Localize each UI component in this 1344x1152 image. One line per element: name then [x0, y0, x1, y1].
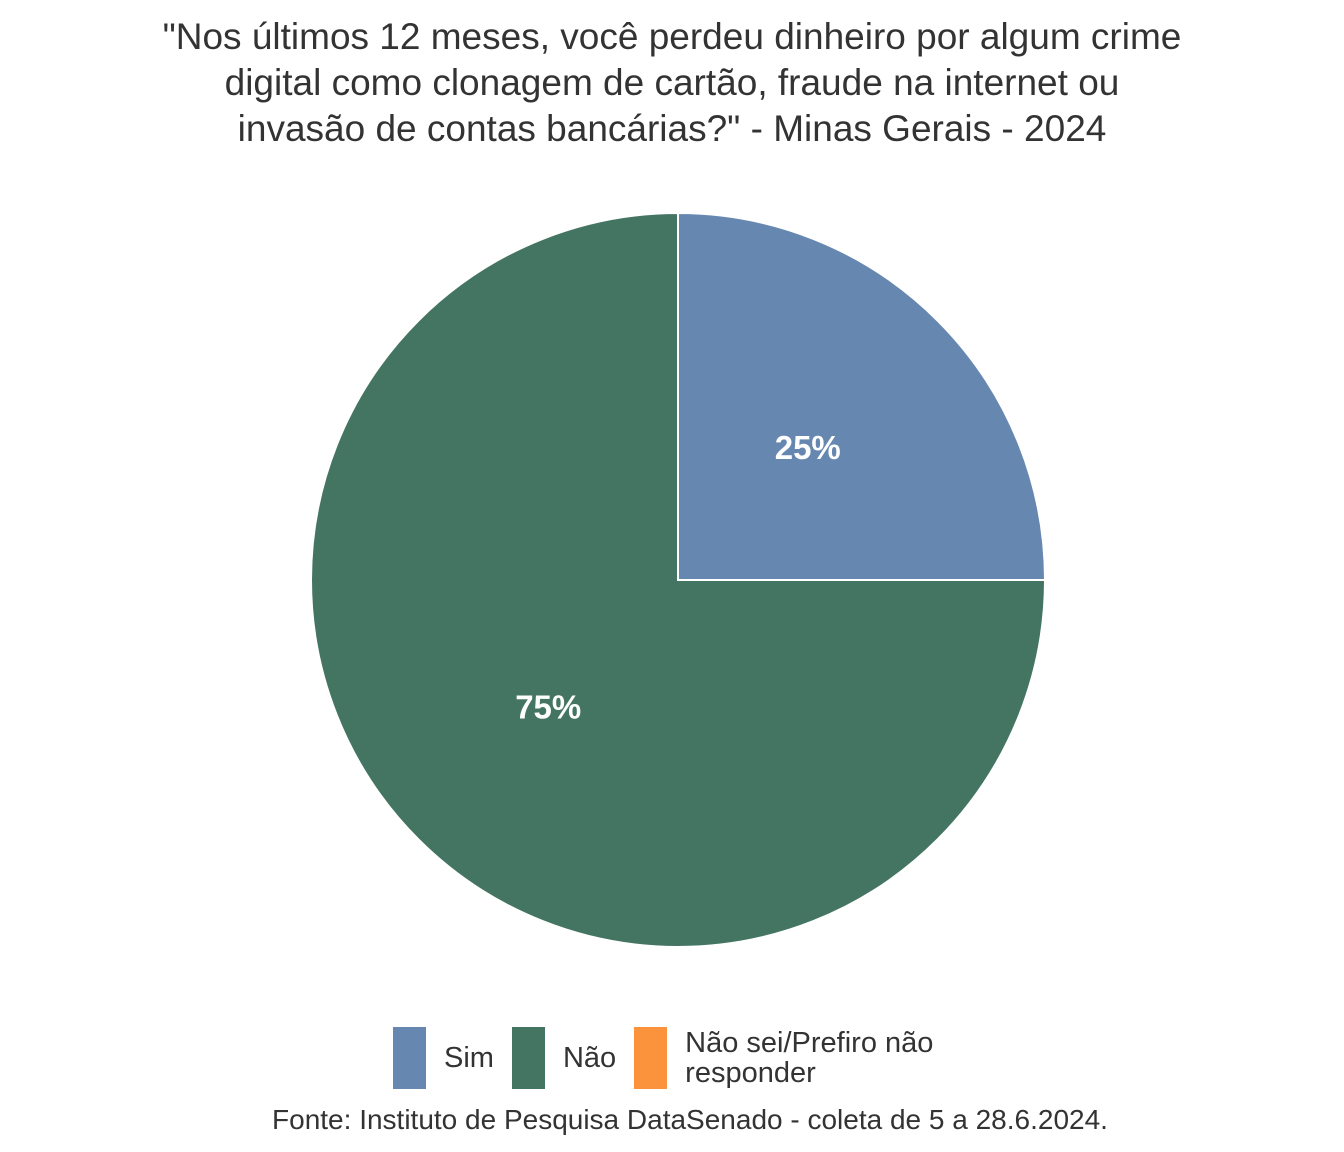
chart-title-line-2: digital como clonagem de cartão, fraude … — [224, 62, 1120, 103]
legend-label-nao-sei: Não sei/Prefiro não responder — [685, 1027, 934, 1089]
pie-slice-nao — [310, 211, 1047, 948]
legend-swatch-nao-sei — [634, 1027, 668, 1089]
pie-chart: 25% 75% — [310, 211, 1047, 948]
legend-item-nao-sei: Não sei/Prefiro não responder — [634, 1027, 985, 1089]
chart-title: "Nos últimos 12 meses, você perdeu dinhe… — [0, 14, 1344, 152]
legend-label-sim: Sim — [444, 1042, 494, 1074]
pie-slice-sim — [677, 211, 1047, 581]
chart-title-line-1: "Nos últimos 12 meses, você perdeu dinhe… — [162, 16, 1182, 57]
legend-item-sim: Sim — [393, 1027, 494, 1089]
pie-label-nao: 75% — [515, 688, 581, 725]
source-caption: Fonte: Instituto de Pesquisa DataSenado … — [272, 1104, 1108, 1135]
legend-label-nao: Não — [562, 1042, 617, 1074]
legend-swatch-sim — [393, 1027, 426, 1089]
chart-title-line-3: invasão de contas bancárias?" - Minas Ge… — [237, 108, 1107, 149]
legend: Sim Não Não sei/Prefiro não responder — [393, 1026, 1003, 1090]
legend-item-nao: Não — [511, 1027, 617, 1089]
pie-label-sim: 25% — [775, 429, 841, 466]
legend-swatch-nao — [511, 1027, 545, 1089]
